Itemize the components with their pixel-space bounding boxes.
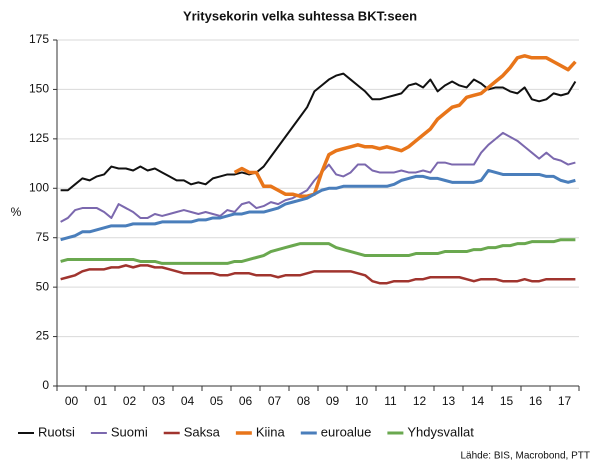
legend-label: Kiina <box>256 424 286 439</box>
legend-label: Suomi <box>111 424 148 439</box>
y-tick-label: 50 <box>36 279 50 293</box>
x-tick-label: 16 <box>529 394 543 408</box>
x-tick-label: 04 <box>181 394 195 408</box>
x-tick-label: 10 <box>355 394 369 408</box>
chart-title: Yritysekorin velka suhtessa BKT:seen <box>183 8 417 23</box>
y-tick-label: 25 <box>36 329 50 343</box>
y-tick-label: 125 <box>29 131 49 145</box>
legend-label: Yhdysvallat <box>407 424 474 439</box>
x-tick-label: 11 <box>384 394 397 408</box>
series-line <box>233 54 577 198</box>
y-tick-label: 150 <box>29 82 49 96</box>
x-tick-label: 09 <box>326 394 340 408</box>
x-tick-label: 00 <box>65 394 79 408</box>
x-tick-label: 05 <box>210 394 224 408</box>
x-tick-label: 17 <box>558 394 572 408</box>
x-tick-label: 08 <box>297 394 311 408</box>
x-tick-label: 01 <box>94 394 108 408</box>
y-tick-label: 0 <box>42 378 49 392</box>
x-tick-label: 15 <box>500 394 514 408</box>
legend-label: euroalue <box>321 424 372 439</box>
y-axis-label: % <box>11 205 22 219</box>
x-tick-label: 03 <box>152 394 166 408</box>
series-line <box>60 72 577 192</box>
x-tick-label: 07 <box>268 394 282 408</box>
series-line <box>60 131 576 223</box>
y-tick-label: 100 <box>29 180 49 194</box>
legend-label: Saksa <box>184 424 221 439</box>
series-line <box>60 168 576 242</box>
x-tick-label: 13 <box>442 394 456 408</box>
y-tick-label: 75 <box>36 230 50 244</box>
source: Lähde: BIS, Macrobond, PTT <box>460 451 590 462</box>
x-tick-label: 12 <box>413 394 427 408</box>
x-tick-label: 06 <box>239 394 253 408</box>
legend-label: Ruotsi <box>38 424 75 439</box>
y-tick-label: 175 <box>29 32 49 46</box>
series-line <box>60 238 576 265</box>
series-line <box>60 264 576 285</box>
x-tick-label: 14 <box>471 394 485 408</box>
x-tick-label: 02 <box>123 394 137 408</box>
